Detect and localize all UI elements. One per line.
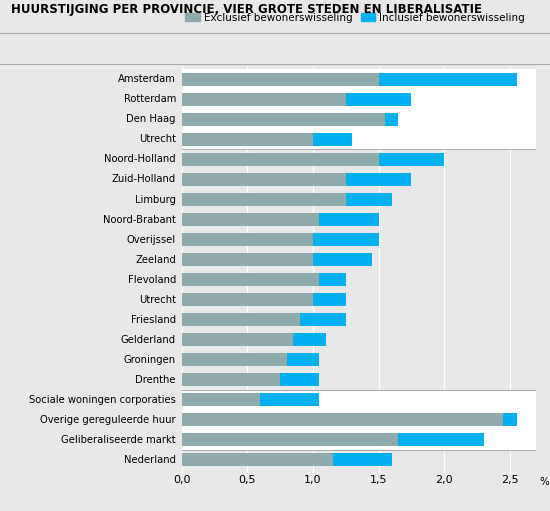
Bar	[182, 293, 313, 306]
Bar	[182, 213, 320, 226]
Bar	[346, 173, 411, 185]
Bar	[182, 393, 260, 406]
Bar	[182, 433, 398, 446]
Bar	[260, 393, 320, 406]
Bar	[346, 193, 392, 206]
Bar	[182, 389, 536, 450]
Bar	[182, 413, 503, 426]
Legend: Exclusief bewonerswisseling, Inclusief bewonerswisseling: Exclusief bewonerswisseling, Inclusief b…	[185, 13, 525, 22]
Bar	[313, 293, 346, 306]
Bar	[182, 153, 378, 166]
Bar	[182, 69, 536, 150]
Bar	[182, 150, 536, 389]
Bar	[287, 354, 320, 366]
Bar	[313, 133, 353, 146]
Bar	[346, 93, 411, 106]
Bar	[182, 273, 320, 286]
Bar	[182, 193, 346, 206]
Bar	[182, 374, 280, 386]
Bar	[182, 333, 293, 346]
Bar	[378, 73, 516, 86]
Bar	[313, 234, 378, 246]
Bar	[182, 313, 300, 326]
Bar	[320, 213, 378, 226]
Bar	[182, 73, 378, 86]
Bar	[182, 113, 385, 126]
Bar	[385, 113, 398, 126]
Text: %: %	[539, 477, 549, 486]
Bar	[503, 413, 516, 426]
Text: HUURSTIJGING PER PROVINCIE, VIER GROTE STEDEN EN LIBERALISATIE: HUURSTIJGING PER PROVINCIE, VIER GROTE S…	[11, 3, 482, 15]
Bar	[182, 234, 313, 246]
Bar	[182, 450, 536, 470]
Bar	[182, 253, 313, 266]
Bar	[182, 133, 313, 146]
Bar	[182, 173, 346, 185]
Bar	[182, 93, 346, 106]
Bar	[300, 313, 346, 326]
Bar	[280, 374, 320, 386]
Bar	[333, 453, 392, 466]
Bar	[320, 273, 346, 286]
Bar	[378, 153, 444, 166]
Bar	[182, 354, 287, 366]
Bar	[293, 333, 326, 346]
Bar	[398, 433, 483, 446]
Bar	[313, 253, 372, 266]
Bar	[182, 453, 333, 466]
